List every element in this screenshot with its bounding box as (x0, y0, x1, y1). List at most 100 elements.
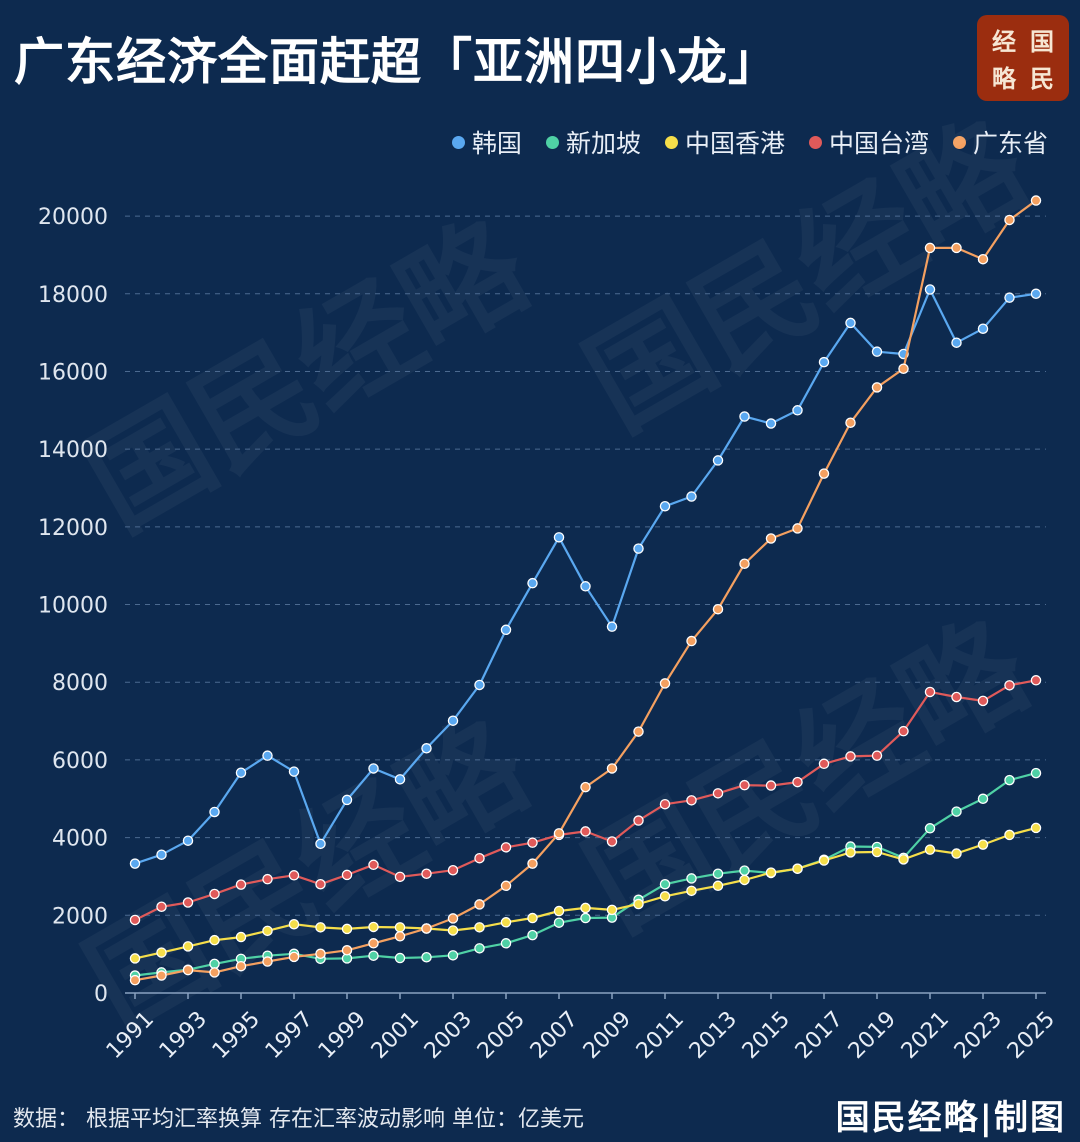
data-point (1030, 822, 1042, 834)
data-point (818, 468, 830, 479)
data-point (792, 863, 803, 874)
data-point (606, 763, 618, 774)
legend-label: 中国香港 (684, 129, 785, 158)
data-point (1030, 767, 1042, 779)
data-point (951, 848, 962, 859)
data-point (500, 880, 512, 892)
legend-item: 新加坡 (545, 124, 641, 160)
data-point (156, 947, 167, 958)
data-point (792, 405, 803, 416)
data-point (288, 951, 300, 963)
legend-item: 广东省 (952, 124, 1048, 160)
data-point (421, 868, 432, 879)
data-point (156, 970, 167, 981)
data-point (818, 855, 830, 866)
data-point (368, 859, 379, 871)
data-point (792, 523, 803, 534)
data-point (686, 873, 697, 884)
series-3 (129, 822, 1042, 964)
data-point (712, 868, 724, 879)
data-point (977, 323, 989, 334)
data-point (527, 577, 538, 589)
data-point (845, 847, 856, 858)
data-point (421, 923, 432, 934)
data-point (368, 938, 379, 949)
data-point (447, 864, 459, 876)
x-tick-label: 2011 (632, 1007, 689, 1064)
data-point (686, 885, 697, 897)
y-tick-label: 12000 (38, 516, 108, 541)
y-axis: 0 2000 4000 6000 8000 10000 12000 14000 16000 180… (38, 205, 108, 1007)
data-point (474, 679, 485, 691)
x-tick-label: 2015 (738, 1007, 795, 1064)
chart-legend: 韩国 新加坡 中国香港 中国台湾 广东省 (451, 124, 1048, 160)
x-tick-label: 2017 (791, 1007, 848, 1064)
data-point (924, 242, 936, 254)
data-point (156, 849, 167, 860)
data-point (659, 678, 671, 689)
data-point (924, 844, 936, 855)
data-point (368, 763, 379, 774)
data-point (712, 603, 724, 615)
legend-label: 新加坡 (565, 129, 641, 158)
data-point (1030, 675, 1042, 686)
data-point (447, 913, 459, 924)
data-point (845, 317, 856, 329)
data-point (1030, 195, 1042, 206)
series-1 (129, 284, 1042, 869)
data-point (553, 828, 565, 839)
x-tick-label: 2001 (367, 1007, 424, 1064)
series-5 (129, 195, 1042, 986)
data-point (739, 411, 750, 422)
data-point (951, 806, 962, 817)
data-point (129, 974, 141, 986)
data-point (394, 774, 406, 785)
x-tick-label: 2025 (1003, 1007, 1060, 1064)
x-tick-label: 1999 (314, 1007, 371, 1064)
data-point (235, 767, 247, 778)
x-tick-label: 2003 (420, 1007, 477, 1064)
data-point (977, 695, 989, 707)
data-point (341, 923, 353, 935)
data-point (182, 897, 194, 908)
data-point (394, 922, 406, 933)
x-tick-label: 2023 (950, 1007, 1007, 1064)
y-tick-label: 20000 (38, 205, 108, 230)
data-point (845, 751, 856, 762)
data-point (209, 967, 220, 978)
data-point (553, 532, 565, 543)
data-point (924, 823, 936, 834)
data-point (129, 914, 141, 926)
y-tick-label: 16000 (38, 360, 108, 385)
data-point (580, 581, 591, 592)
data-point (182, 964, 194, 976)
data-point (739, 558, 750, 570)
data-point (315, 878, 326, 890)
seal-char-2: 国 (1030, 27, 1054, 56)
watermark-text: 国民经略 (63, 694, 551, 1057)
data-point (686, 635, 697, 647)
data-point (235, 879, 247, 890)
data-point (129, 858, 141, 869)
data-point (951, 691, 962, 703)
data-point (606, 904, 618, 916)
watermark-text: 国民经略 (563, 94, 1051, 457)
y-tick-label: 18000 (38, 283, 108, 308)
watermark-text: 国民经略 (63, 194, 551, 557)
y-tick-label: 10000 (38, 594, 108, 619)
data-point (606, 836, 618, 847)
data-point (527, 858, 538, 869)
data-point (553, 917, 565, 928)
data-point (580, 912, 591, 924)
data-point (368, 921, 379, 933)
data-point (474, 943, 485, 954)
data-point (924, 686, 936, 698)
x-tick-label: 2021 (897, 1007, 954, 1064)
x-tick-label: 2005 (473, 1007, 530, 1064)
data-point (209, 806, 220, 818)
data-point (739, 865, 750, 876)
data-point (977, 253, 989, 265)
data-point (1004, 292, 1015, 303)
seal-char-3: 略 (992, 64, 1016, 93)
